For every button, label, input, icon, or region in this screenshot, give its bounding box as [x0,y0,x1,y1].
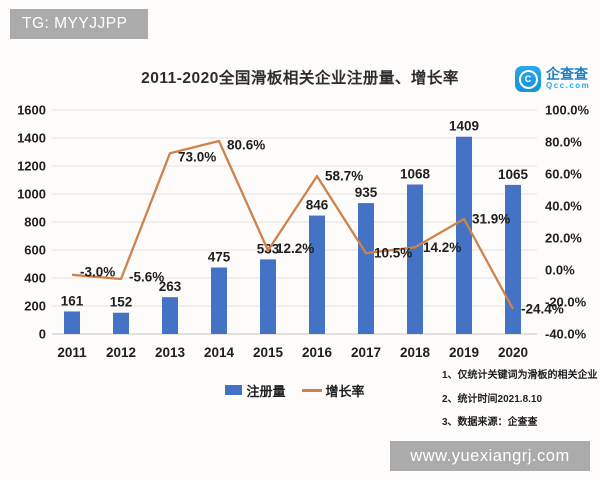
bar-2014 [211,267,227,334]
qcc-logo-domain: Qcc.com [546,81,591,90]
growth-value-label: -5.6% [129,269,164,284]
x-axis-label: 2013 [155,345,186,360]
left-axis-tick: 1000 [17,187,46,202]
qcc-logo-name: 企查查 [546,66,588,82]
footnotes: 1、仅统计关键词为滑板的相关企业 2、统计时间2021.8.10 3、数据来源：… [442,364,598,435]
chart-title: 2011-2020全国滑板相关企业注册量、增长率 [141,70,459,87]
line-swatch [301,388,322,392]
x-axis-label: 2020 [498,345,528,360]
footnote-2: 2、统计时间2021.8.10 [442,393,543,405]
growth-line [71,139,515,310]
legend-item-growth: 增长率 [301,381,365,400]
bar-2020 [505,184,521,334]
legend-label-registrations: 注册量 [246,383,286,399]
legend-item-registrations: 注册量 [225,381,286,400]
right-axis-tick: 40.0% [545,199,582,214]
qcc-logo-icon: C [515,66,541,92]
bar-2016 [309,215,325,334]
left-axis-tick: 400 [24,271,46,286]
growth-value-label: 80.6% [227,138,265,153]
left-axis-tick: 1600 [17,103,46,118]
bar-2018 [407,184,423,334]
x-axis-label: 2014 [204,345,235,360]
footnote-1: 1、仅统计关键词为滑板的相关企业 [442,370,598,381]
left-axis-tick: 600 [24,243,46,258]
right-axis-tick: 0.0% [545,263,575,278]
bar-2019 [456,136,472,334]
growth-value-label: 12.2% [276,241,314,256]
growth-value-label: 58.7% [325,169,363,184]
right-axis-tick: 80.0% [545,135,582,150]
x-axis-label: 2011 [57,345,87,360]
right-axis-tick: -40.0% [545,327,587,342]
bar-2015 [260,259,276,334]
left-axis-tick: 1200 [17,159,46,174]
x-axis-label: 2017 [351,345,381,360]
qcc-ring-glyph: C [518,69,538,89]
bar-2012 [113,312,129,334]
bar-value-label: 475 [208,250,231,265]
qcc-logo: C 企查查 Qcc.com [515,66,590,92]
growth-value-label: -24.4% [521,302,564,317]
bar-value-label: 1068 [400,166,431,181]
qcc-logo-text: 企查查 Qcc.com [546,67,590,91]
watermark-bottom-right: www.yuexiangrj.com [390,441,590,471]
x-axis-label: 2019 [449,345,479,360]
right-axis-tick: 100.0% [545,103,590,118]
bar-value-label: 846 [306,198,329,213]
right-axis-tick: -20.0% [545,295,587,310]
right-axis-tick: 20.0% [545,231,582,246]
growth-value-label: 14.2% [423,240,461,255]
bar-value-label: 1409 [449,119,479,134]
bar-value-label: 263 [159,279,182,294]
bar-2013 [162,297,178,334]
growth-value-label: -3.0% [80,264,115,279]
bar-value-label: 1065 [498,167,529,182]
watermark-top-left: TG: MYYJJPP [10,9,148,39]
left-axis-tick: 200 [24,299,46,314]
bar-2017 [358,203,374,334]
footnote-3: 3、数据来源：企查查 [442,417,538,428]
x-axis-label: 2012 [106,345,136,360]
bar-2011 [64,311,80,334]
bar-value-label: 935 [355,185,378,200]
bar-value-label: 152 [110,295,133,310]
chart-legend: 注册量 增长率 [52,381,538,399]
bar-value-label: 161 [61,293,84,308]
left-axis-tick: 1400 [17,131,46,146]
growth-value-label: 31.9% [472,211,510,226]
bar-swatch [225,385,243,395]
growth-value-label: 73.0% [178,150,216,165]
x-axis-label: 2015 [253,345,284,360]
right-axis-tick: 60.0% [545,167,582,182]
left-axis-tick: 0 [39,327,46,342]
left-axis-tick: 800 [24,215,46,230]
x-axis-label: 2016 [302,345,333,360]
x-axis-label: 2018 [400,345,431,360]
legend-label-growth: 增长率 [325,383,365,399]
growth-value-label: 10.5% [374,246,412,261]
